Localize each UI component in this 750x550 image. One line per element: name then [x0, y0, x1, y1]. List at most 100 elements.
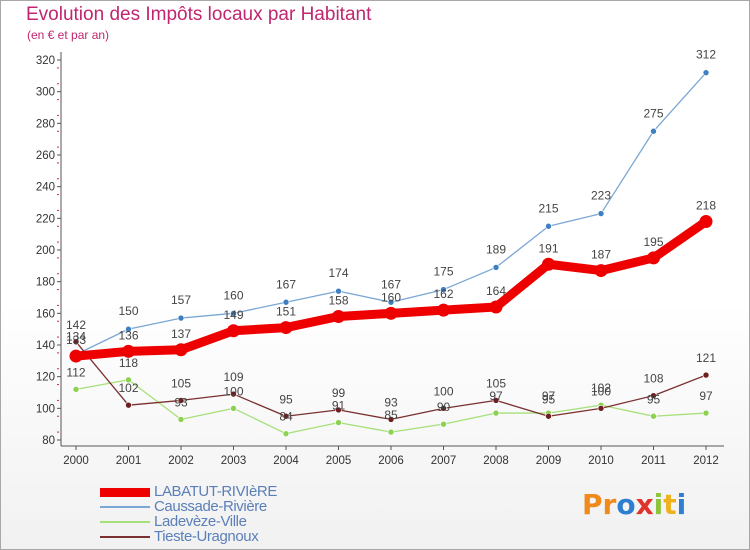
proxiti-logo: Proxiti — [582, 488, 686, 521]
data-label: 312 — [696, 48, 716, 62]
data-label: 102 — [591, 381, 611, 395]
data-label: 97 — [699, 389, 713, 403]
chart-subtitle: (en € et par an) — [27, 28, 110, 42]
data-label: 151 — [276, 305, 296, 319]
data-label: 85 — [384, 408, 398, 422]
data-point — [489, 300, 503, 314]
legend-swatch — [100, 487, 150, 497]
data-label: 109 — [223, 370, 243, 384]
data-point — [545, 412, 552, 420]
data-label: 191 — [538, 241, 558, 255]
chart-title: Evolution des Impôts locaux par Habitant — [26, 4, 372, 25]
logo-letter: i — [676, 488, 687, 521]
y-tick-label: 100 — [36, 403, 55, 415]
legend-swatch — [100, 521, 150, 523]
data-point — [650, 412, 657, 420]
data-label: 164 — [486, 284, 506, 298]
data-point — [650, 392, 657, 399]
legend-item: Tieste-Uragnoux — [100, 529, 340, 545]
data-label: 162 — [433, 287, 453, 301]
y-tick-label: 120 — [36, 372, 55, 384]
data-label: 108 — [643, 372, 663, 386]
x-tick-label: 2004 — [273, 455, 299, 467]
y-tick-label: 160 — [36, 308, 55, 320]
logo-letter: o — [616, 488, 636, 521]
data-label: 134 — [66, 330, 86, 344]
data-point — [72, 338, 80, 346]
data-label: 90 — [437, 400, 451, 414]
logo-letter: r — [602, 488, 617, 521]
data-label: 187 — [591, 248, 611, 262]
data-label: 118 — [119, 356, 138, 370]
x-tick-label: 2000 — [63, 455, 89, 467]
data-label: 95 — [647, 392, 661, 406]
data-point — [177, 314, 185, 322]
x-tick-label: 2010 — [588, 455, 614, 467]
y-tick-label: 80 — [42, 435, 55, 447]
data-point — [542, 257, 555, 271]
data-point — [230, 405, 237, 412]
logo-letter: P — [582, 488, 603, 521]
x-tick-label: 2003 — [221, 455, 247, 467]
y-tick-label: 320 — [36, 55, 55, 67]
data-point — [335, 287, 342, 295]
data-label: 223 — [591, 189, 611, 203]
data-label: 100 — [433, 384, 453, 398]
legend-label: Ladevèze-Ville — [154, 513, 247, 530]
data-label: 121 — [696, 351, 716, 365]
logo-letter: t — [663, 488, 677, 521]
data-point — [125, 325, 132, 333]
data-point — [72, 386, 80, 393]
data-label: 91 — [332, 399, 346, 413]
data-point — [702, 371, 710, 379]
data-point — [440, 286, 447, 293]
y-tick-label: 280 — [36, 118, 55, 130]
data-label: 102 — [118, 381, 138, 395]
data-label: 112 — [66, 365, 85, 379]
x-tick-label: 2012 — [693, 455, 719, 467]
data-point — [177, 416, 185, 423]
data-point — [699, 215, 713, 228]
x-tick-label: 2002 — [168, 455, 194, 467]
x-tick-label: 2007 — [431, 455, 457, 467]
data-label: 195 — [643, 235, 663, 249]
data-point — [650, 127, 657, 135]
logo-letter: x — [635, 488, 654, 521]
data-point — [177, 397, 185, 404]
data-point — [492, 409, 500, 417]
x-tick-label: 2008 — [483, 455, 509, 467]
data-point — [125, 376, 132, 384]
data-point — [282, 298, 290, 306]
data-label: 160 — [381, 290, 401, 304]
y-tick-label: 260 — [36, 150, 55, 162]
data-label: 189 — [486, 242, 506, 256]
data-label: 95 — [279, 392, 293, 406]
data-point — [227, 324, 240, 338]
data-label: 136 — [118, 328, 138, 342]
legend-swatch — [100, 536, 150, 538]
legend-item: Caussade-Rivière — [100, 499, 340, 515]
y-tick-label: 300 — [36, 87, 55, 99]
data-label: 133 — [66, 333, 86, 347]
data-label: 167 — [276, 277, 296, 291]
data-label: 174 — [328, 266, 348, 280]
data-point — [545, 222, 552, 230]
data-label: 105 — [171, 376, 191, 390]
data-point — [387, 298, 395, 306]
data-point — [702, 409, 710, 417]
data-point — [440, 405, 447, 412]
data-point — [387, 416, 395, 423]
data-point — [335, 406, 342, 414]
data-point — [174, 343, 188, 357]
data-point — [332, 310, 345, 323]
data-label: 218 — [696, 199, 716, 213]
data-point — [122, 344, 135, 358]
data-label: 100 — [223, 384, 243, 398]
x-tick-label: 2005 — [326, 455, 352, 467]
data-label: 215 — [538, 201, 558, 215]
data-label: 137 — [171, 327, 191, 341]
legend-swatch — [100, 506, 150, 508]
x-tick-label: 2009 — [536, 455, 562, 467]
